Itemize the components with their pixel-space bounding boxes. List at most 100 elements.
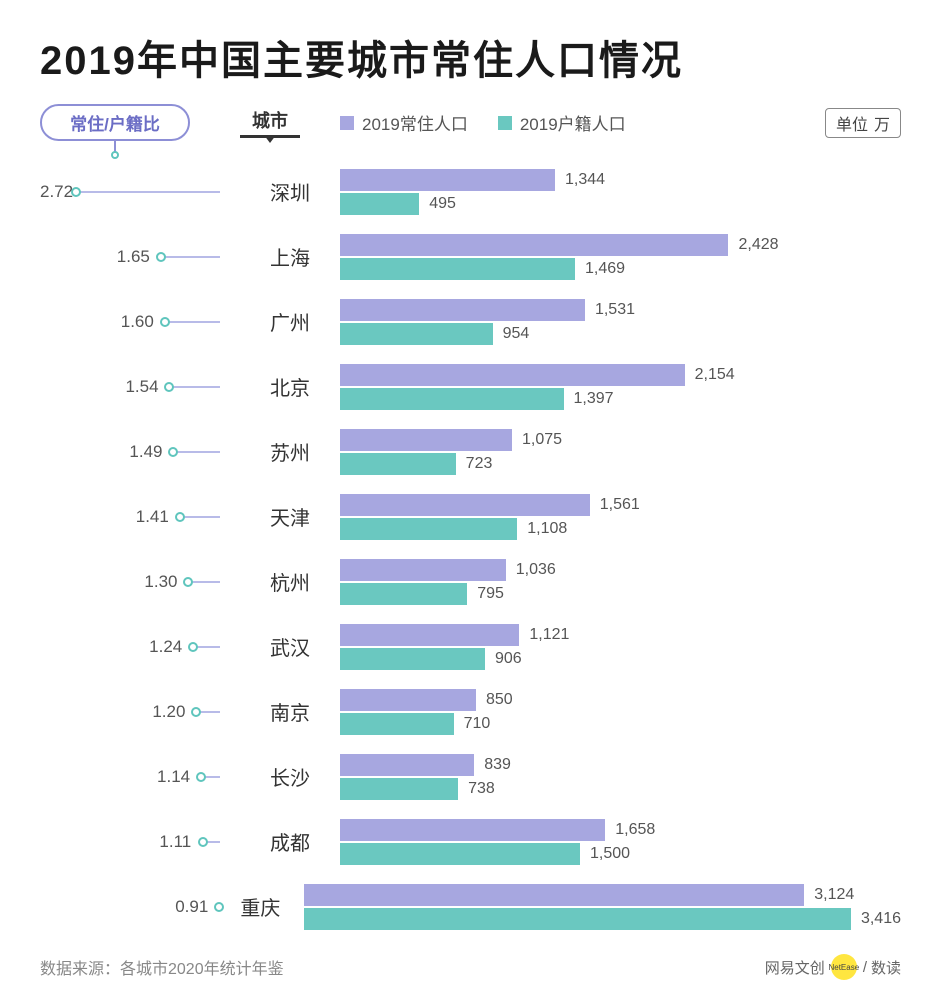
- unit-label: 单位: [836, 111, 868, 135]
- resident-bar-label: 839: [484, 756, 511, 774]
- ratio-value: 0.91: [175, 897, 208, 917]
- ratio-connector-line: [76, 191, 220, 193]
- ratio-cell: 1.65: [40, 224, 240, 289]
- data-row: 1.49苏州1,075723: [40, 419, 901, 484]
- ratio-connector-line: [165, 321, 220, 323]
- ratio-marker-circle: [183, 577, 193, 587]
- header-row: 常住/户籍比 城市 2019常住人口 2019户籍人口 单位 万: [0, 104, 941, 149]
- registered-bar: [340, 323, 493, 345]
- registered-bar: [340, 258, 575, 280]
- ratio-value: 1.49: [129, 442, 162, 462]
- resident-bar: [340, 689, 476, 711]
- ratio-value: 1.24: [149, 637, 182, 657]
- ratio-value: 1.54: [125, 377, 158, 397]
- resident-bar: [340, 364, 685, 386]
- data-row: 0.91重庆3,1243,416: [40, 874, 901, 939]
- ratio-connector-line: [173, 451, 220, 453]
- ratio-value: 1.60: [121, 312, 154, 332]
- resident-bar-label: 1,561: [600, 496, 640, 514]
- resident-bar-wrap: 1,531: [340, 299, 901, 321]
- ratio-header-text: 常住/户籍比: [70, 115, 160, 134]
- registered-bar-label: 795: [477, 585, 504, 603]
- registered-bar-label: 495: [429, 195, 456, 213]
- legend: 2019常住人口 2019户籍人口: [340, 110, 626, 135]
- registered-bar: [340, 778, 458, 800]
- data-row: 1.65上海2,4281,469: [40, 224, 901, 289]
- ratio-marker-circle: [188, 642, 198, 652]
- resident-bar: [340, 624, 519, 646]
- ratio-value: 2.72: [40, 182, 73, 202]
- ratio-connector-line: [161, 256, 220, 258]
- city-name: 长沙: [240, 762, 340, 791]
- resident-bar: [340, 169, 555, 191]
- resident-bar-label: 1,075: [522, 431, 562, 449]
- brand-logo: 网易文创 NetEase / 数读: [765, 954, 901, 980]
- registered-bar: [340, 193, 419, 215]
- legend-item-resident: 2019常住人口: [340, 110, 468, 135]
- registered-bar: [340, 518, 517, 540]
- resident-bar-wrap: 1,036: [340, 559, 901, 581]
- legend-item-registered: 2019户籍人口: [498, 110, 626, 135]
- city-name: 武汉: [240, 632, 340, 661]
- registered-bar-label: 1,469: [585, 260, 625, 278]
- ratio-cell: 2.72: [40, 159, 240, 224]
- data-row: 1.20南京850710: [40, 679, 901, 744]
- registered-bar: [340, 453, 456, 475]
- ratio-marker-circle: [156, 252, 166, 262]
- registered-bar-wrap: 954: [340, 323, 901, 345]
- registered-bar-wrap: 1,108: [340, 518, 901, 540]
- registered-bar-wrap: 3,416: [304, 908, 901, 930]
- bars-cell: 2,1541,397: [340, 354, 901, 419]
- city-name: 杭州: [240, 567, 340, 596]
- ratio-cell: 1.60: [40, 289, 240, 354]
- ratio-value: 1.41: [136, 507, 169, 527]
- resident-bar-wrap: 1,658: [340, 819, 901, 841]
- ratio-cell: 0.91: [40, 874, 216, 939]
- unit-value: 万: [874, 111, 890, 135]
- ratio-cell: 1.49: [40, 419, 240, 484]
- ratio-value: 1.20: [152, 702, 185, 722]
- legend-swatch-registered: [498, 116, 512, 130]
- city-name: 上海: [240, 242, 340, 271]
- registered-bar-wrap: 906: [340, 648, 901, 670]
- registered-bar-label: 710: [464, 715, 491, 733]
- ratio-column-header: 常住/户籍比: [40, 104, 190, 141]
- registered-bar-label: 954: [503, 325, 530, 343]
- ratio-marker-circle: [160, 317, 170, 327]
- chart-title: 2019年中国主要城市常住人口情况: [0, 0, 941, 104]
- ratio-cell: 1.54: [40, 354, 240, 419]
- data-row: 1.14长沙839738: [40, 744, 901, 809]
- city-name: 深圳: [240, 177, 340, 206]
- bars-cell: 839738: [340, 744, 901, 809]
- registered-bar: [340, 583, 467, 605]
- data-row: 1.30杭州1,036 795: [40, 549, 901, 614]
- registered-bar: [340, 713, 454, 735]
- ratio-cell: 1.20: [40, 679, 240, 744]
- resident-bar: [340, 819, 605, 841]
- registered-bar: [340, 388, 564, 410]
- registered-bar: [304, 908, 851, 930]
- bars-cell: 1,561 1,108: [340, 484, 901, 549]
- resident-bar-label: 1,531: [595, 301, 635, 319]
- resident-bar-label: 1,658: [615, 821, 655, 839]
- bars-cell: 1,658 1,500: [340, 809, 901, 874]
- legend-label-registered: 2019户籍人口: [520, 110, 626, 135]
- city-name: 北京: [240, 372, 340, 401]
- data-row: 2.72 深圳1,344 495: [40, 159, 901, 224]
- resident-bar-wrap: 839: [340, 754, 901, 776]
- city-name: 苏州: [240, 437, 340, 466]
- registered-bar-label: 1,108: [527, 520, 567, 538]
- resident-bar: [340, 234, 728, 256]
- registered-bar-label: 1,397: [574, 390, 614, 408]
- resident-bar: [340, 299, 585, 321]
- resident-bar: [340, 754, 474, 776]
- city-column-header: 城市: [240, 107, 300, 138]
- registered-bar-label: 738: [468, 780, 495, 798]
- resident-bar-wrap: 3,124: [304, 884, 901, 906]
- registered-bar-label: 1,500: [590, 845, 630, 863]
- bars-cell: 1,036 795: [340, 549, 901, 614]
- ratio-cell: 1.30: [40, 549, 240, 614]
- resident-bar-wrap: 1,344: [340, 169, 901, 191]
- ratio-value: 1.65: [117, 247, 150, 267]
- ratio-cell: 1.41: [40, 484, 240, 549]
